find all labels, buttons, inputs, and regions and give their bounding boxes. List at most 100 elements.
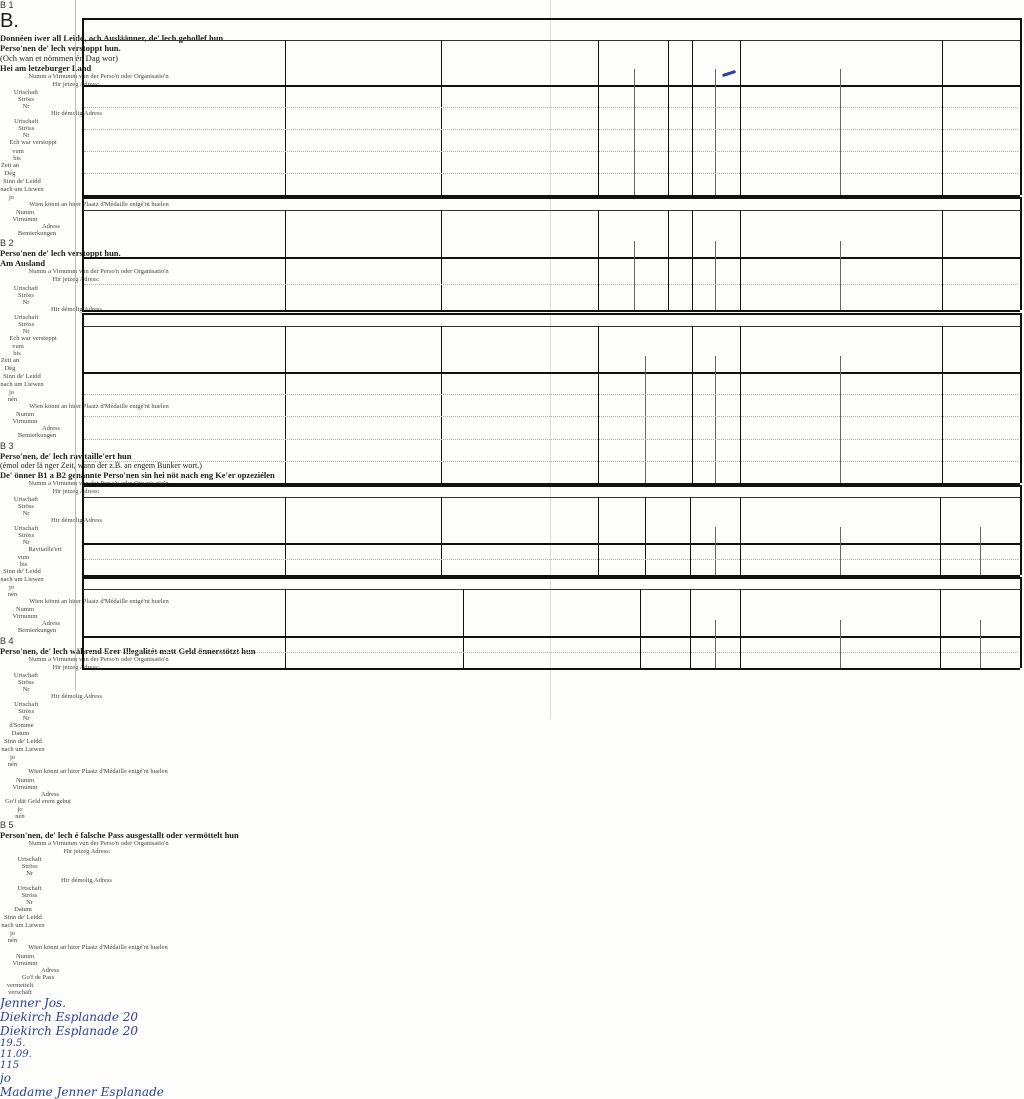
section-top-border (82, 197, 1020, 199)
entry-row-line (84, 151, 1018, 152)
entry-row-line (84, 652, 1018, 653)
handwritten-demolig: Diekirch Esplanade 20 (0, 1023, 139, 1038)
left-border (82, 313, 84, 483)
section-bottom-border (82, 575, 1020, 577)
sub-column-header: vum (17, 554, 30, 561)
column-divider (285, 589, 286, 668)
entry-row[interactable] (83, 152, 1019, 172)
header-divider (82, 257, 1020, 259)
section-title-right: Am Ausland (0, 258, 46, 269)
column-header: Wien könnt an hirer Plaatz d'Médaille en… (29, 403, 169, 411)
entry-row[interactable] (83, 174, 1019, 194)
column-divider (640, 589, 641, 668)
entry-row[interactable] (83, 637, 1019, 651)
right-border (1020, 577, 1022, 668)
left-border (82, 485, 84, 575)
column-divider (598, 210, 599, 310)
sub-column-header: Urtschaft (13, 671, 39, 679)
sub-column-divider (840, 527, 841, 575)
column-header: Hir démolig Adress (51, 305, 102, 313)
sub-column-header: bis (19, 561, 28, 568)
entry-row[interactable] (83, 544, 1019, 558)
sub-column-header: Nr (22, 714, 30, 722)
header-divider (82, 543, 1020, 545)
column-header: Sinn de' Leidd nach um Liewen (0, 177, 44, 193)
entry-row[interactable] (83, 653, 1019, 667)
right-border (1020, 18, 1022, 195)
sub-column-header: Urtschaft (14, 524, 39, 532)
entry-row[interactable] (83, 560, 1019, 574)
handwritten-zeit: 115 (0, 1059, 20, 1071)
column-header: Go'f dät Geld erem gebut (5, 797, 71, 805)
section-bottom-border (82, 310, 1020, 312)
column-header: Numm a Virnumm vun der Perso'n oder Orga… (28, 839, 169, 847)
column-divider (940, 497, 941, 575)
column-header: Ech war verstoppt (9, 334, 57, 342)
entry-row[interactable] (83, 395, 1019, 415)
section-top-border (82, 313, 1020, 315)
sub-column-header: nén (7, 937, 18, 945)
sub-column-header: Nr (22, 103, 30, 111)
sub-column-divider (980, 620, 981, 668)
sub-column-divider (634, 241, 635, 310)
entry-row[interactable] (83, 462, 1019, 482)
entry-row[interactable] (83, 285, 1019, 310)
column-header: Hir démolig Adress (51, 692, 102, 700)
sub-column-header: Nr (26, 899, 33, 906)
left-border (82, 197, 84, 310)
entry-row[interactable] (83, 373, 1019, 393)
right-border (1020, 197, 1022, 310)
sub-column-header: Urtschaft (14, 118, 39, 126)
column-divider (942, 210, 943, 310)
column-header: Numm a Virnumm vun der Perso'n oder Orga… (28, 268, 169, 276)
sub-column-header: Urtschaft (17, 885, 42, 892)
column-header: Hir démolig Adress (51, 516, 102, 524)
handwritten-name: Jenner Jos. (0, 995, 67, 1010)
sub-column-header: Ströss (18, 707, 35, 715)
sub-column-header: Nr (22, 685, 30, 693)
entry-row[interactable] (83, 440, 1019, 460)
column-header: Sinn de' Leidd nach um Liewen (0, 373, 44, 389)
sub-column-divider (715, 69, 716, 195)
column-header: Bemierkungen (17, 432, 57, 440)
title-divider (82, 326, 1020, 327)
entry-row[interactable] (83, 86, 1019, 106)
column-divider (740, 210, 741, 310)
sub-column-header: Urtschaft (13, 284, 39, 292)
column-divider (668, 210, 669, 310)
column-header: Hir jetzeg Adress: (52, 663, 100, 671)
section-code: B 1 (0, 0, 14, 10)
column-divider (285, 326, 286, 483)
column-header: Sinn de' Leidd nach um Liewen (1, 738, 45, 754)
column-header: Zeit an Dég (0, 356, 20, 372)
entry-row[interactable] (83, 417, 1019, 437)
sub-column-divider (645, 356, 646, 483)
entry-row-line (84, 173, 1018, 174)
entry-row[interactable] (83, 258, 1019, 283)
entry-row-line (84, 283, 1018, 285)
column-header: Zeit an Dég (0, 161, 20, 177)
sub-column-header: Adress (41, 425, 61, 433)
entry-row-line (84, 438, 1018, 440)
column-header: Hir jetzeg Adress: (52, 276, 100, 284)
sub-column-header: Virnumm (12, 783, 38, 791)
sub-column-header: nén (15, 812, 25, 820)
column-header: Bemierkungen (17, 230, 57, 238)
sub-column-divider (715, 527, 716, 575)
sub-column-divider (715, 356, 716, 483)
column-divider (598, 40, 599, 195)
entry-row-line (84, 460, 1018, 462)
entry-row[interactable] (83, 130, 1019, 150)
handwritten-vum: 19.5. (0, 1037, 26, 1049)
sub-column-header: vum (12, 147, 24, 155)
sub-column-header: Urtschaft (14, 700, 39, 708)
sub-column-header: Nr (22, 327, 30, 335)
sub-column-header: Ströss (18, 502, 34, 510)
column-header: Wien könnt an hirer Plaatz d'Médaille en… (29, 598, 169, 606)
sub-column-divider (840, 69, 841, 195)
entry-row[interactable] (83, 108, 1019, 128)
section-bottom-border (82, 195, 1020, 197)
column-divider (285, 210, 286, 310)
column-divider (942, 40, 943, 195)
sub-column-header: Adress (41, 620, 61, 628)
